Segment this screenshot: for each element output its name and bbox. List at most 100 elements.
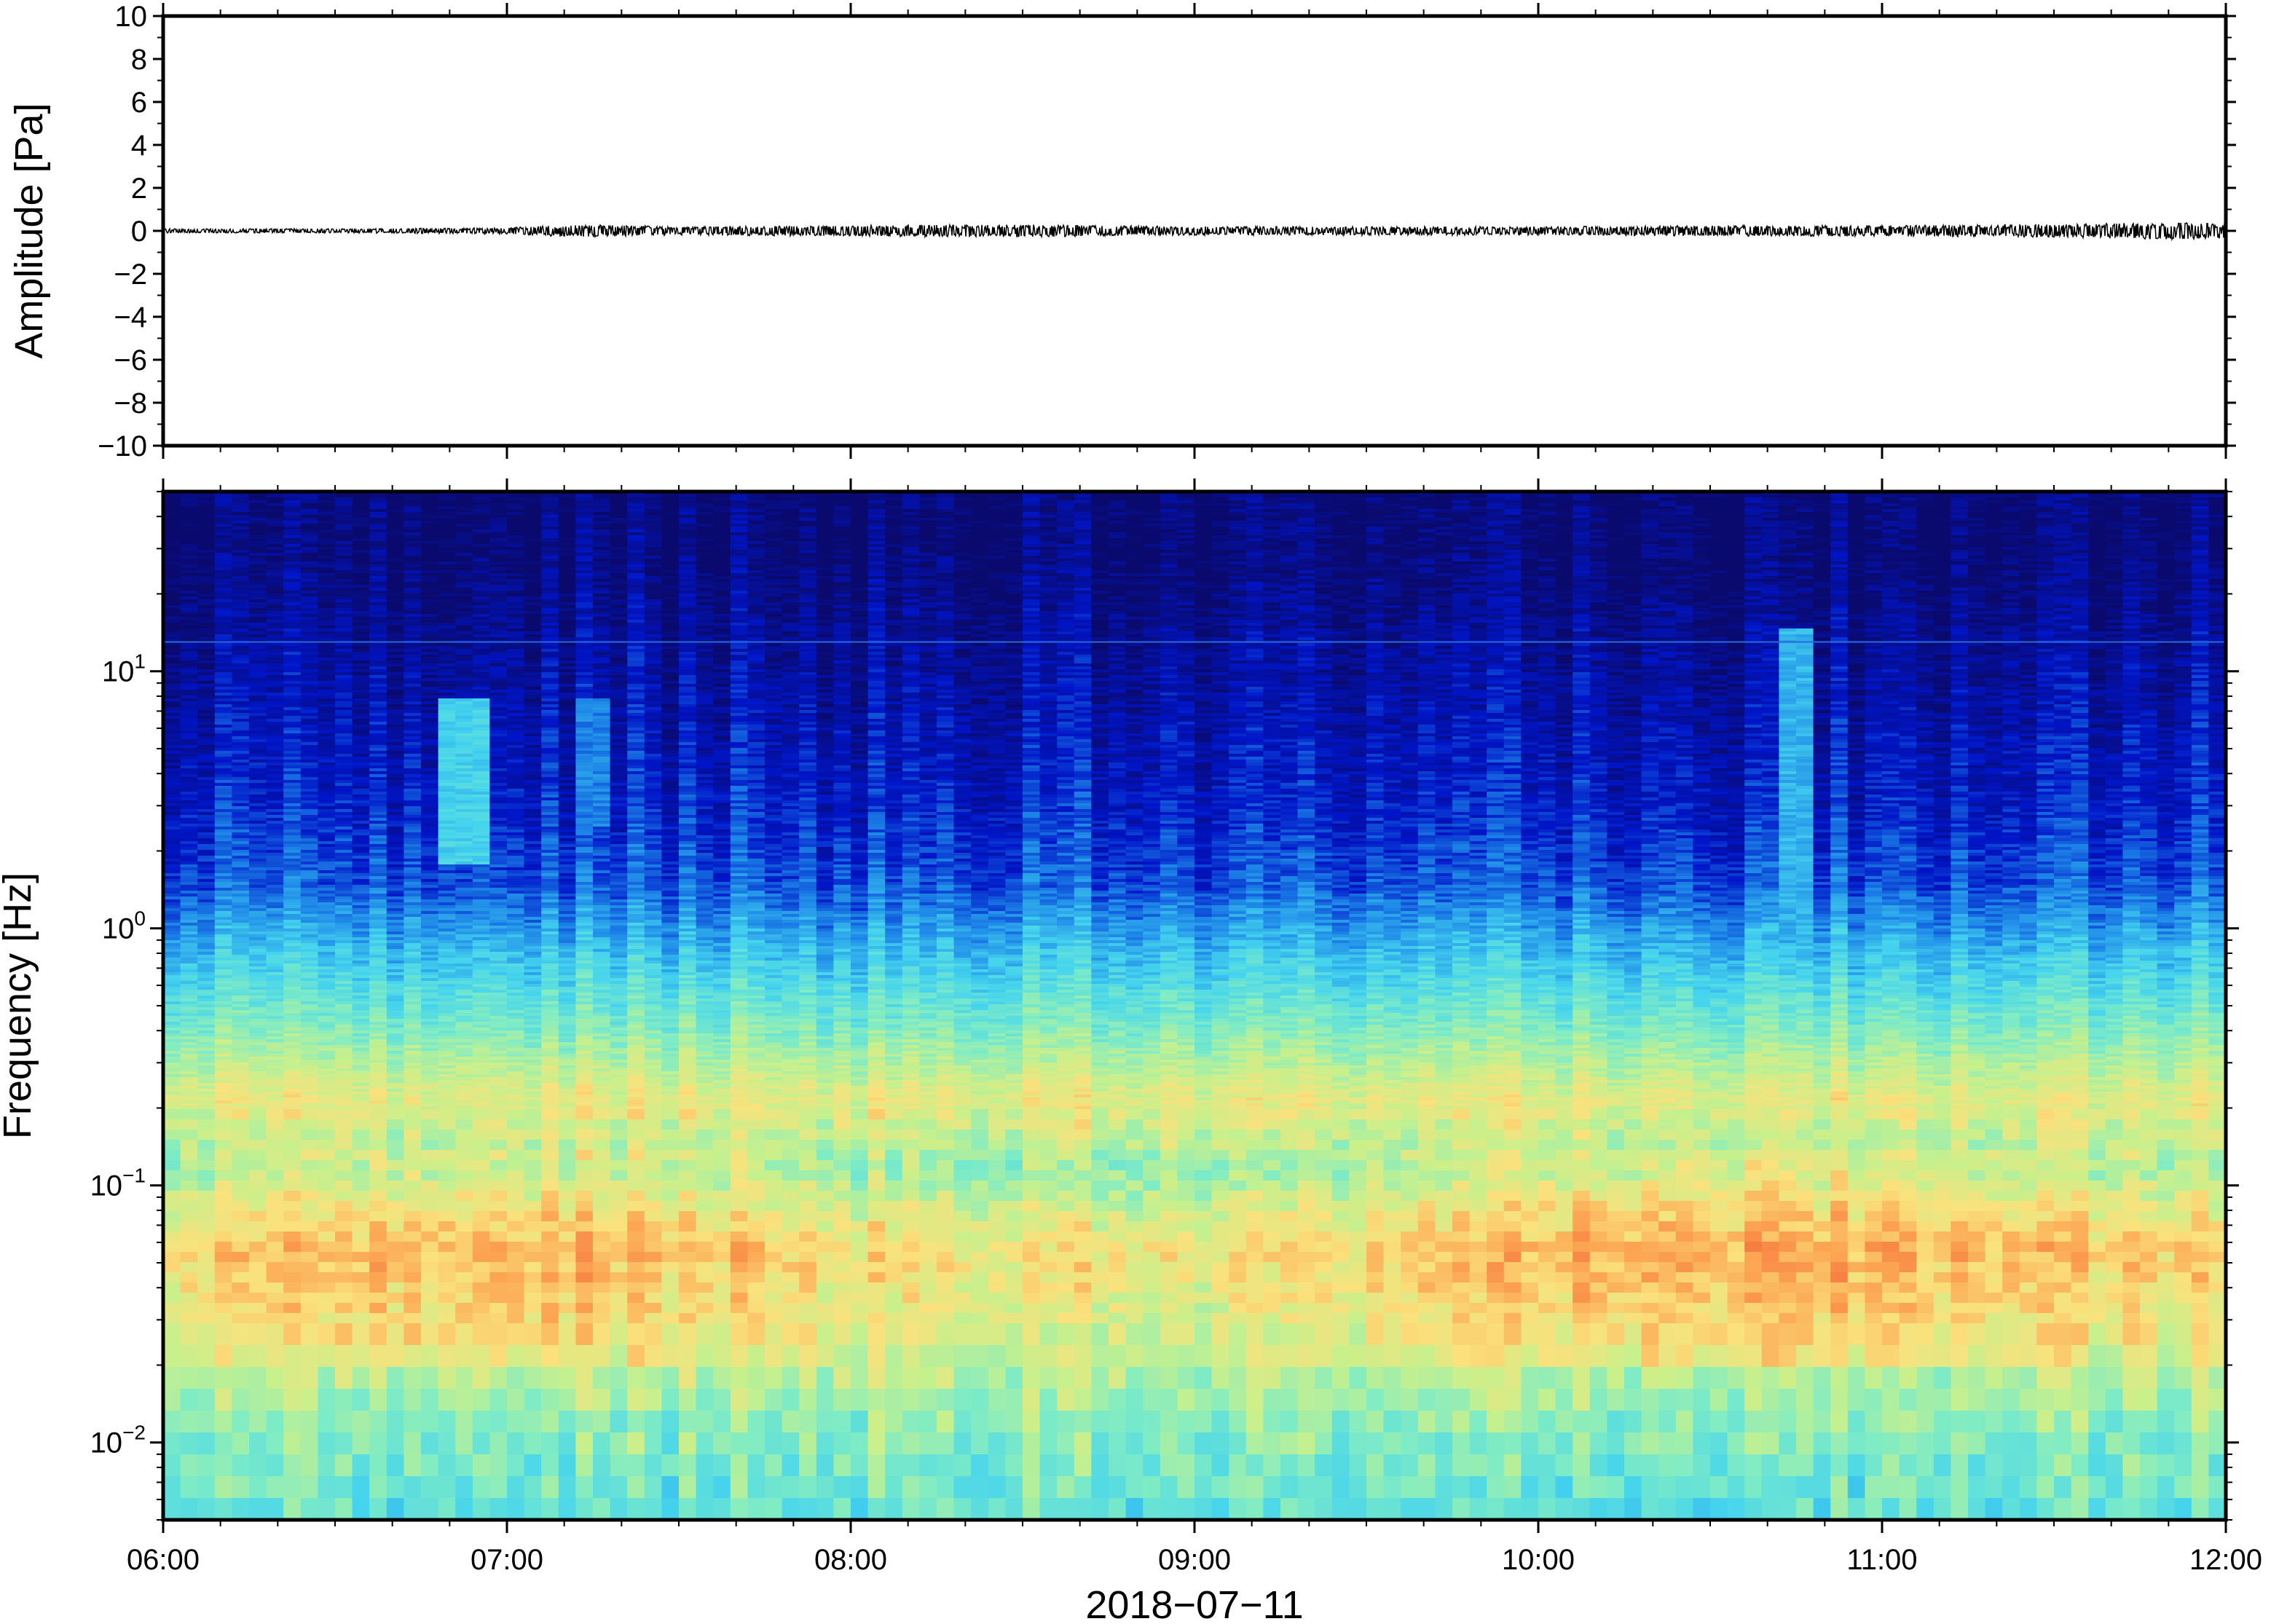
heatmap-cell — [283, 1001, 302, 1005]
heatmap-cell — [283, 859, 302, 862]
heatmap-cell — [163, 969, 181, 973]
heatmap-cell — [455, 1180, 473, 1191]
heatmap-cell — [421, 1454, 439, 1477]
heatmap-cell — [163, 1057, 181, 1060]
heatmap-cell — [249, 1010, 267, 1014]
heatmap-cell — [214, 943, 233, 947]
heatmap-cell — [232, 777, 250, 781]
heatmap-cell — [283, 1086, 302, 1089]
heatmap-cell — [318, 739, 336, 743]
heatmap-cell — [163, 844, 181, 848]
heatmap-cell — [266, 663, 284, 667]
heatmap-cell — [421, 1221, 439, 1232]
heatmap-cell — [163, 1432, 181, 1455]
heatmap-cell — [300, 1201, 319, 1212]
heatmap-cell — [266, 623, 284, 626]
heatmap-cell — [232, 1498, 250, 1520]
heatmap-cell — [163, 943, 181, 947]
heatmap-cell — [266, 762, 284, 766]
heatmap-cell — [197, 1028, 216, 1031]
heatmap-cell — [438, 1201, 456, 1212]
heatmap-cell — [283, 614, 302, 618]
heatmap-cell — [197, 943, 216, 947]
heatmap-cell — [455, 1140, 473, 1151]
heatmap-cell — [318, 730, 336, 734]
heatmap-cell — [180, 888, 198, 891]
heatmap-cell — [352, 975, 370, 979]
heatmap-cell — [472, 1191, 491, 1202]
heatmap-cell — [300, 550, 319, 553]
heatmap-cell — [283, 701, 302, 705]
heatmap-cell — [197, 762, 216, 766]
heatmap-cell — [180, 934, 198, 938]
heatmap-cell — [249, 1071, 267, 1075]
heatmap-cell — [438, 1476, 456, 1499]
heatmap-cell — [489, 1323, 508, 1346]
heatmap-cell — [266, 1150, 284, 1161]
heatmap-cell — [232, 1367, 250, 1390]
heatmap-cell — [266, 1001, 284, 1005]
heatmap-cell — [369, 1106, 387, 1110]
heatmap-cell — [180, 541, 198, 545]
heatmap-cell — [300, 611, 319, 615]
heatmap-cell — [438, 1303, 456, 1314]
heatmap-cell — [369, 666, 387, 670]
amplitude-y-tick-label: 10 — [115, 1, 148, 33]
heatmap-cell — [180, 661, 198, 664]
heatmap-cell — [163, 521, 181, 524]
heatmap-cell — [266, 503, 284, 507]
heatmap-cell — [283, 620, 302, 623]
heatmap-cell — [266, 620, 284, 623]
heatmap-cell — [163, 824, 181, 827]
heatmap-cell — [163, 509, 181, 513]
heatmap-cell — [180, 1025, 198, 1028]
heatmap-cell — [300, 1272, 319, 1283]
heatmap-cell — [197, 701, 216, 705]
heatmap-cell — [197, 1282, 216, 1293]
heatmap-cell — [352, 969, 370, 973]
heatmap-cell — [369, 605, 387, 609]
heatmap-cell — [180, 1498, 198, 1520]
heatmap-cell — [232, 564, 250, 568]
heatmap-cell — [232, 681, 250, 685]
heatmap-cell — [283, 1089, 302, 1092]
heatmap-cell — [283, 806, 302, 810]
heatmap-cell — [180, 1282, 198, 1293]
heatmap-cell — [214, 1095, 233, 1098]
heatmap-cell — [300, 690, 319, 693]
heatmap-cell — [283, 1068, 302, 1072]
heatmap-cell — [214, 690, 233, 693]
heatmap-cell — [352, 1180, 370, 1191]
heatmap-cell — [352, 1191, 370, 1202]
heatmap-cell — [318, 844, 336, 848]
heatmap-cell — [197, 946, 216, 950]
heatmap-cell — [352, 981, 370, 985]
heatmap-cell — [214, 1004, 233, 1008]
heatmap-cell — [438, 1323, 456, 1346]
heatmap-cell — [352, 1201, 370, 1212]
heatmap-cell — [197, 681, 216, 685]
heatmap-cell — [300, 1303, 319, 1314]
heatmap-cell — [335, 1109, 353, 1120]
heatmap-cell — [232, 736, 250, 740]
heatmap-cell — [180, 987, 198, 990]
heatmap-cell — [369, 521, 387, 524]
heatmap-cell — [404, 1367, 422, 1390]
heatmap-cell — [352, 733, 370, 737]
heatmap-cell — [386, 643, 405, 647]
heatmap-cell — [318, 885, 336, 888]
heatmap-cell — [214, 751, 233, 754]
heatmap-cell — [283, 1007, 302, 1011]
heatmap-cell — [300, 923, 319, 926]
heatmap-cell — [318, 1282, 336, 1293]
heatmap-cell — [352, 894, 370, 897]
amplitude-waveform — [163, 221, 2226, 242]
heatmap-cell — [163, 984, 181, 988]
heatmap-cell — [283, 596, 302, 600]
heatmap-cell — [214, 602, 233, 606]
heatmap-cell — [386, 1201, 405, 1212]
heatmap-cell — [197, 684, 216, 687]
heatmap-cell — [232, 882, 250, 886]
heatmap-cell — [318, 911, 336, 915]
heatmap-cell — [249, 684, 267, 687]
